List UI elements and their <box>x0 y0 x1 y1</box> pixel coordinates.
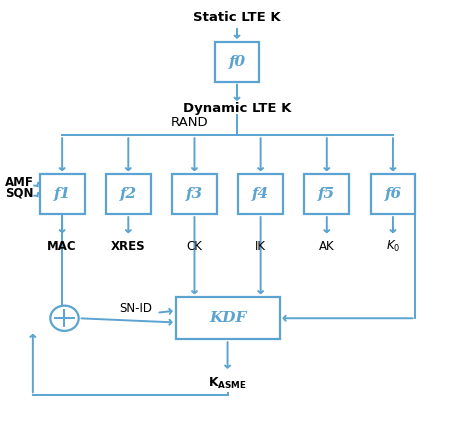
Text: CK: CK <box>187 240 202 253</box>
FancyBboxPatch shape <box>215 42 259 82</box>
Text: IK: IK <box>255 240 266 253</box>
FancyBboxPatch shape <box>40 174 84 214</box>
FancyBboxPatch shape <box>175 297 280 339</box>
Text: f0: f0 <box>228 55 246 69</box>
Text: Dynamic LTE K: Dynamic LTE K <box>183 102 291 115</box>
Text: RAND: RAND <box>171 116 209 129</box>
FancyBboxPatch shape <box>304 174 349 214</box>
Text: Static LTE K: Static LTE K <box>193 11 281 24</box>
Text: $K_0$: $K_0$ <box>386 239 400 254</box>
FancyBboxPatch shape <box>371 174 415 214</box>
FancyBboxPatch shape <box>106 174 151 214</box>
Text: XRES: XRES <box>111 240 146 253</box>
Text: f6: f6 <box>384 187 401 201</box>
Text: $\mathbf{K_{ASME}}$: $\mathbf{K_{ASME}}$ <box>208 376 247 391</box>
Text: AMF: AMF <box>5 176 34 189</box>
Text: f1: f1 <box>54 187 71 201</box>
Text: SQN: SQN <box>5 187 34 200</box>
Text: f3: f3 <box>186 187 203 201</box>
FancyBboxPatch shape <box>172 174 217 214</box>
Text: KDF: KDF <box>209 311 246 325</box>
FancyBboxPatch shape <box>238 174 283 214</box>
Text: f4: f4 <box>252 187 269 201</box>
Text: f2: f2 <box>120 187 137 201</box>
Circle shape <box>50 306 79 331</box>
Text: AK: AK <box>319 240 335 253</box>
Text: MAC: MAC <box>47 240 77 253</box>
Text: f5: f5 <box>318 187 336 201</box>
Text: SN-ID: SN-ID <box>119 302 152 315</box>
